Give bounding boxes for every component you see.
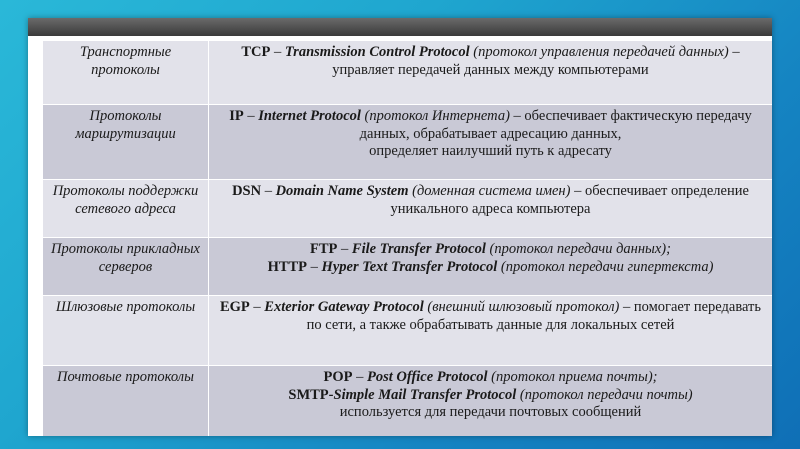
protocol-full-name: Exterior Gateway Protocol [264, 299, 424, 315]
protocol-abbr: EGP [219, 299, 250, 315]
table-row-application: Протоколы прикладных серверов FTP – File… [42, 237, 772, 296]
protocol-translation: (внешний шлюзовый протокол) [423, 299, 620, 315]
table-row-transport: Транспортные протоколы TCP – Transmissio… [42, 40, 772, 105]
protocol-abbr: TCP [241, 44, 271, 60]
separator: – [243, 108, 259, 124]
protocol-full-name: Transmission Control Protocol [284, 44, 470, 60]
table-row-gateway: Шлюзовые протоколы EGP – Exterior Gatewa… [42, 295, 772, 366]
separator: – [261, 183, 276, 199]
protocol-translation: (доменная система имен) [408, 183, 571, 199]
protocol-description: – обеспечивает фактическую передачу данн… [359, 108, 752, 142]
protocol-abbr: IP [229, 108, 244, 124]
protocol-abbr: FTP [310, 241, 338, 257]
protocol-full-name: Domain Name System [275, 183, 409, 199]
protocol-description: – обеспечивает определение уникального а… [390, 183, 749, 217]
protocol-translation: (протокол управления передачей данных) [469, 44, 729, 60]
protocol-abbr: SMTP [288, 386, 329, 403]
protocol-full-name: Post Office Protocol [367, 369, 488, 385]
protocol-translation: (протокол передачи данных); [485, 241, 671, 257]
description-cell: TCP – Transmission Control Protocol (про… [208, 40, 772, 105]
category-cell: Протоколы прикладных серверов [42, 237, 209, 296]
description-cell: FTP – File Transfer Protocol (протокол п… [208, 237, 772, 296]
category-cell: Транспортные протоколы [42, 40, 209, 105]
protocol-abbr: DSN [232, 183, 262, 199]
description-cell: EGP – Exterior Gateway Protocol (внешний… [208, 295, 772, 366]
protocol-full-name: File Transfer Protocol [351, 241, 486, 257]
separator: – [270, 44, 285, 60]
description-cell: IP – Internet Protocol (протокол Интерне… [208, 104, 772, 180]
protocol-translation: (протокол передачи почты) [516, 386, 693, 403]
description-cell: DSN – Domain Name System (доменная систе… [208, 179, 772, 238]
table-container: Транспортные протоколы TCP – Transmissio… [42, 40, 772, 436]
protocol-translation: (протокол передачи гипертекста) [497, 258, 714, 275]
separator: – [249, 299, 265, 315]
table-row-routing: Протоколы маршрутизации IP – Internet Pr… [42, 104, 772, 180]
separator: - [328, 386, 334, 403]
category-cell: Шлюзовые протоколы [42, 295, 209, 366]
protocol-abbr: HTTP [267, 258, 308, 275]
protocol-full-name: Simple Mail Transfer Protocol [333, 386, 517, 403]
category-cell: Протоколы маршрутизации [42, 104, 209, 180]
slide-top-bar [28, 18, 772, 36]
category-cell: Почтовые протоколы [42, 365, 209, 436]
protocols-table: Транспортные протоколы TCP – Transmissio… [42, 40, 772, 436]
description-cell: POP – Post Office Protocol (протокол при… [208, 365, 772, 436]
protocol-description-continued: определяет наилучший путь к адресату [369, 143, 612, 159]
separator: – [307, 258, 322, 275]
separator: – [352, 369, 367, 385]
protocol-description: – помогает передавать по сети, а также о… [306, 299, 761, 333]
protocol-description: – управляет передачей данных между компь… [332, 44, 740, 78]
protocol-description: используется для передачи почтовых сообщ… [339, 404, 642, 420]
protocol-full-name: Internet Protocol [258, 108, 361, 124]
protocol-translation: (протокол Интернета) [360, 108, 510, 124]
category-cell: Протоколы поддержки сетевого адреса [42, 179, 209, 238]
protocol-translation: (протокол приема почты); [487, 369, 658, 385]
separator: – [337, 241, 352, 257]
slide-frame: Транспортные протоколы TCP – Transmissio… [28, 18, 772, 436]
protocol-full-name: Hyper Text Transfer Protocol [321, 258, 498, 275]
table-row-mail: Почтовые протоколы POP – Post Office Pro… [42, 365, 772, 436]
protocol-abbr: POP [323, 369, 353, 385]
table-row-address: Протоколы поддержки сетевого адреса DSN … [42, 179, 772, 238]
